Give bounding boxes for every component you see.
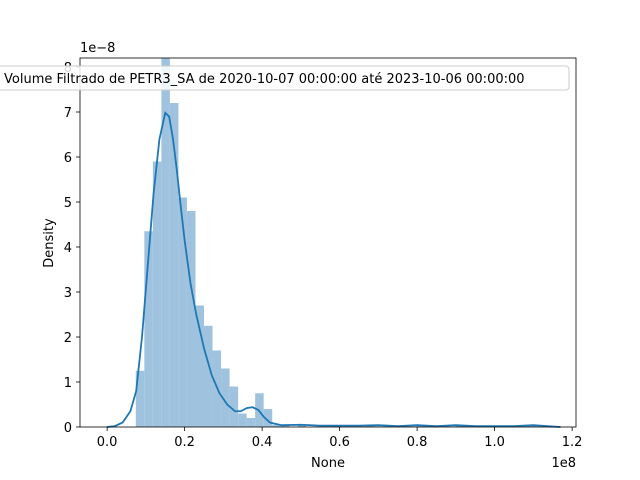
y-axis-label: Density (42, 218, 57, 268)
histogram-bar-10 (221, 368, 230, 427)
legend-entry: Volume Filtrado de PETR3_SA de 2020-10-0… (4, 72, 525, 87)
x-tick-label-5: 1.0 (484, 435, 505, 450)
histogram-bar-15 (263, 409, 273, 427)
y-tick-label-5: 5 (64, 196, 72, 211)
y-tick-label-6: 6 (64, 151, 72, 166)
x-tick-label-2: 0.4 (252, 435, 273, 450)
histogram-bar-13 (246, 418, 256, 427)
legend: Volume Filtrado de PETR3_SA de 2020-10-0… (0, 65, 570, 91)
y-tick-label-3: 3 (64, 286, 72, 301)
x-offset-label: 1e8 (551, 456, 576, 471)
y-offset-label: 1e−8 (80, 41, 115, 56)
histogram-bar-18 (297, 424, 307, 427)
x-axis-label: None (311, 456, 345, 471)
x-axis-ticks: 0.0 0.2 0.4 0.6 0.8 1.0 1.2 (97, 427, 583, 450)
histogram-bar-2 (152, 161, 162, 427)
x-tick-label-0: 0.0 (97, 435, 118, 450)
x-tick-label-6: 1.2 (562, 435, 583, 450)
y-tick-label-7: 7 (64, 106, 72, 121)
histogram-bar-7 (195, 305, 204, 427)
histogram-bar-1 (144, 231, 153, 427)
histogram-bar-6 (186, 211, 196, 427)
y-tick-label-4: 4 (64, 241, 72, 256)
histogram-bar-12 (238, 413, 247, 427)
histogram-bar-4 (169, 103, 179, 427)
histogram-bar-11 (229, 386, 239, 427)
legend-box (0, 65, 570, 91)
y-tick-label-1: 1 (64, 376, 72, 391)
y-tick-label-0: 0 (64, 421, 72, 436)
histogram-bar-16 (272, 424, 281, 427)
kde-line (107, 111, 561, 428)
x-tick-label-1: 0.2 (174, 435, 195, 450)
histogram-bar-5 (178, 197, 187, 427)
y-axis-ticks: 012345678 (64, 61, 80, 436)
histogram-bars (135, 58, 537, 427)
histogram-bar-17 (280, 425, 290, 427)
x-tick-label-4: 0.8 (407, 435, 428, 450)
plot-frame (79, 57, 577, 428)
histogram-bar-8 (204, 325, 213, 427)
y-tick-label-2: 2 (64, 331, 72, 346)
histogram-bar-0 (135, 370, 145, 427)
x-tick-label-3: 0.6 (329, 435, 350, 450)
histogram-bar-3 (161, 58, 170, 427)
